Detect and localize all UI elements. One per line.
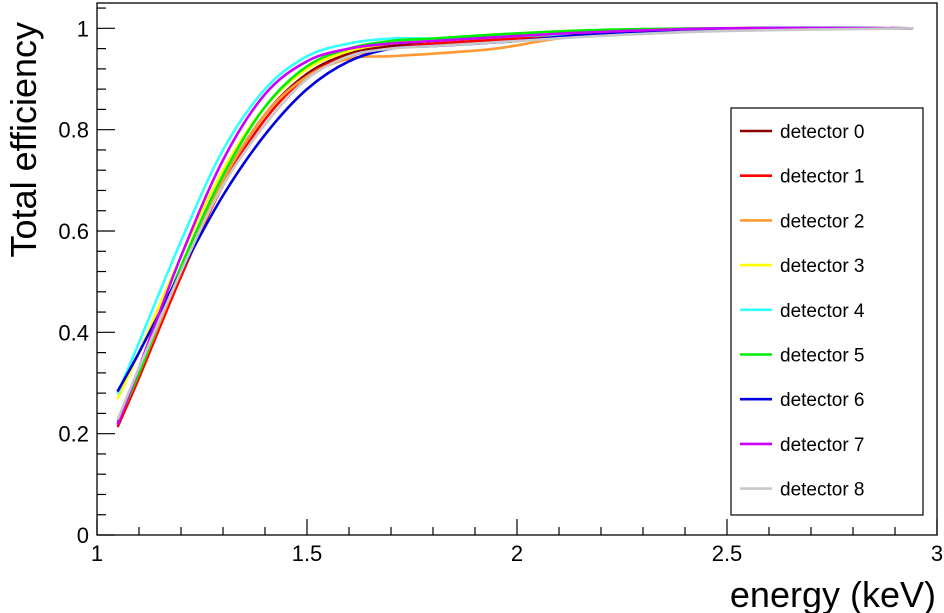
y-axis: 0 0.2 0.4 0.6 0.8 1 — [58, 7, 115, 548]
x-axis-title: energy (keV) — [730, 574, 936, 613]
x-tick-label: 2 — [511, 541, 523, 566]
legend-item: detector 2 — [740, 211, 865, 232]
x-tick-label: 1 — [91, 541, 103, 566]
legend-label: detector 2 — [780, 211, 865, 232]
y-tick-label: 0.6 — [58, 219, 89, 244]
series-line-detector-8 — [116, 27, 914, 420]
y-tick-label: 1 — [77, 16, 89, 41]
legend-label: detector 3 — [780, 256, 865, 277]
x-axis: 1 1.5 2 2.5 3 — [91, 519, 943, 566]
x-tick-label: 1.5 — [292, 541, 323, 566]
y-tick-label: 0.2 — [58, 422, 89, 447]
legend-item: detector 0 — [740, 122, 865, 143]
legend-label: detector 6 — [780, 390, 865, 411]
y-tick-label: 0.4 — [58, 320, 89, 345]
legend-label: detector 0 — [780, 122, 865, 143]
legend-item: detector 5 — [740, 346, 865, 367]
legend-item: detector 7 — [740, 435, 865, 456]
legend-item: detector 3 — [740, 256, 865, 277]
legend-item: detector 4 — [740, 301, 865, 322]
y-tick-label: 0.8 — [58, 118, 89, 143]
legend-item: detector 8 — [740, 480, 865, 501]
series-line-detector-7 — [116, 26, 914, 425]
legend-label: detector 1 — [780, 167, 865, 188]
legend-label: detector 4 — [780, 301, 865, 322]
series-layer — [116, 26, 914, 428]
legend-label: detector 7 — [780, 435, 865, 456]
legend-label: detector 5 — [780, 346, 865, 367]
y-tick-label: 0 — [77, 523, 89, 548]
legend-item: detector 6 — [740, 390, 865, 411]
legend-label: detector 8 — [780, 480, 865, 501]
legend-item: detector 1 — [740, 167, 865, 188]
y-axis-title: Total efficiency — [3, 22, 44, 257]
x-tick-label: 2.5 — [712, 541, 743, 566]
x-tick-label: 3 — [931, 541, 943, 566]
legend: detector 0 detector 1 detector 2 detector 3… — [730, 107, 924, 516]
